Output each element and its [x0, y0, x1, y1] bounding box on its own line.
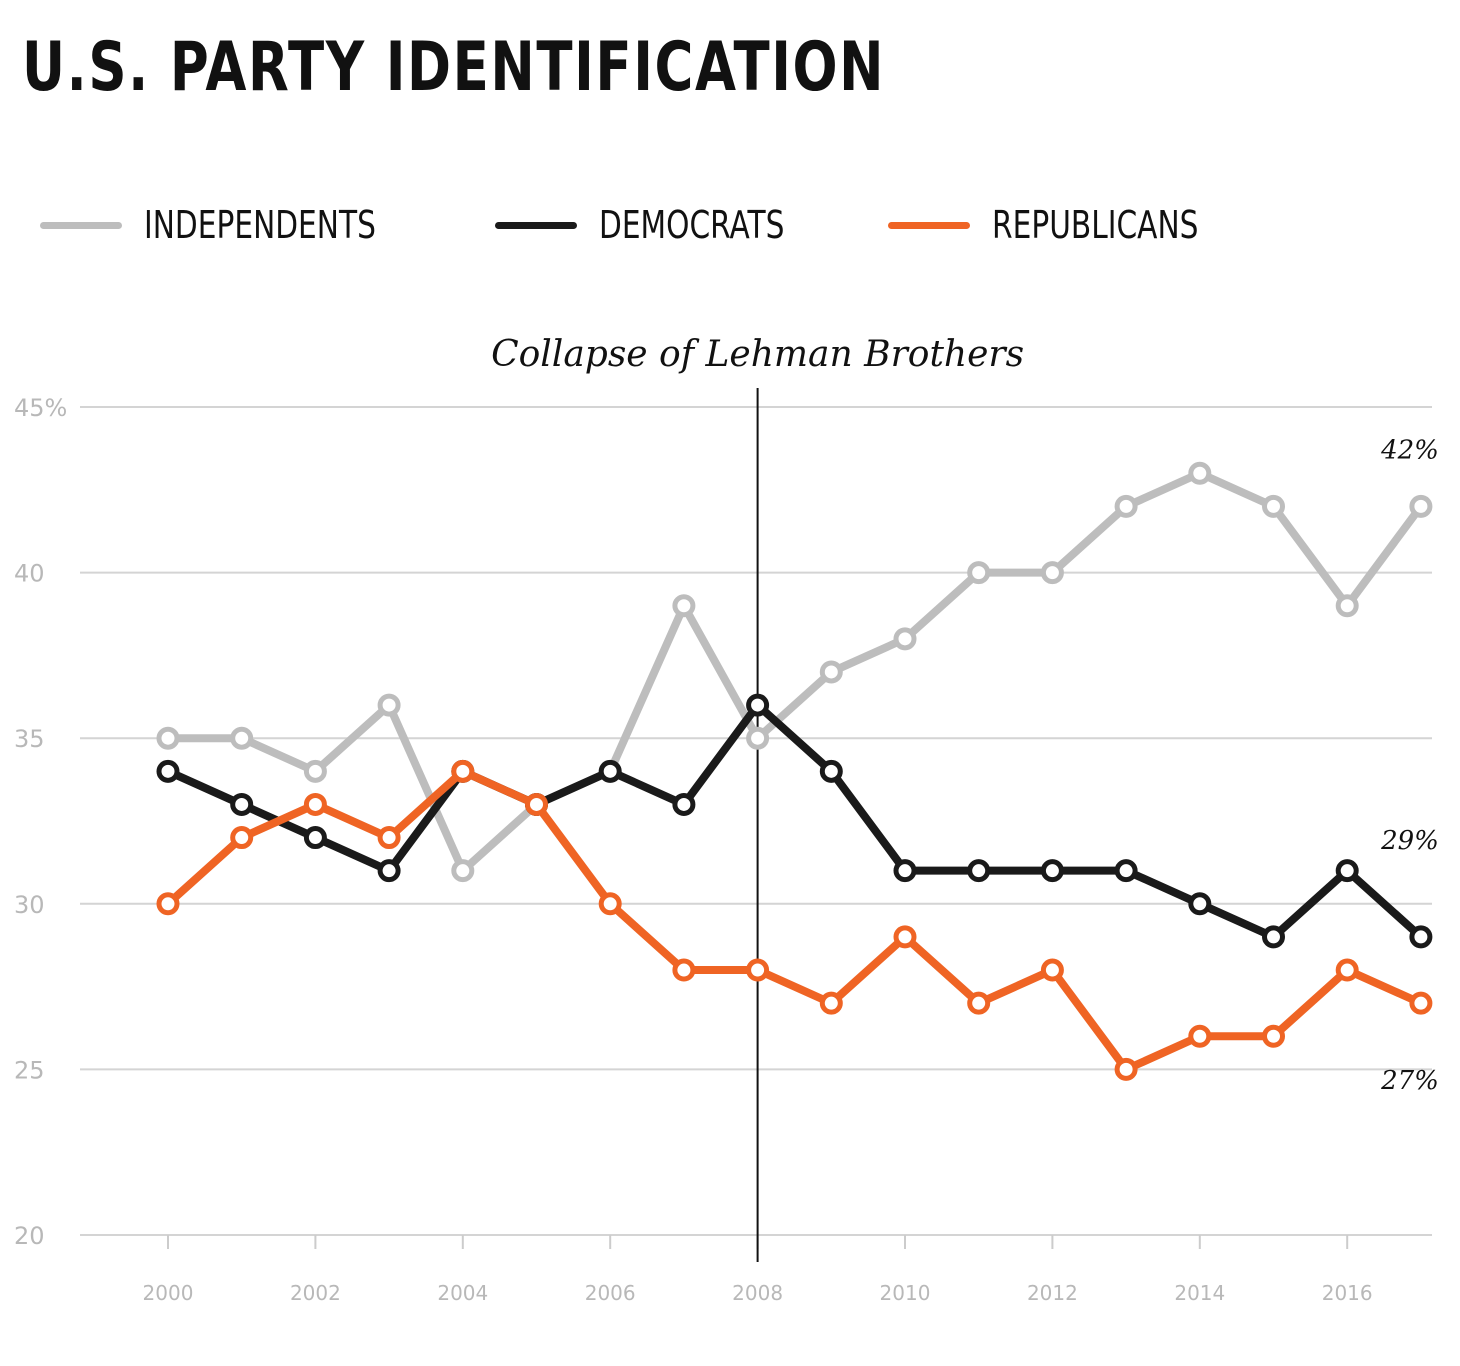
- series-line-independents: [164, 469, 1425, 875]
- series-line-republicans: [164, 767, 1425, 1074]
- legend: INDEPENDENTS DEMOCRATS REPUBLICANS: [40, 195, 1440, 255]
- data-point-republicans: [1262, 1024, 1285, 1048]
- data-point-republicans: [746, 958, 770, 982]
- x-tick-label: 2008: [732, 1281, 783, 1305]
- data-point-independents: [672, 594, 696, 618]
- x-tick-label: 2016: [1322, 1281, 1373, 1305]
- lehman-annotation: Collapse of Lehman Brothers: [491, 334, 1024, 375]
- legend-swatch-republicans: [888, 221, 970, 229]
- data-point-democrats: [598, 759, 622, 783]
- y-tick-label: 20: [14, 1222, 45, 1250]
- data-point-independents: [819, 660, 843, 684]
- data-point-independents: [377, 693, 401, 717]
- legend-swatch-democrats: [495, 221, 577, 229]
- x-tick-label: 2006: [585, 1281, 636, 1305]
- data-point-democrats: [1335, 859, 1359, 883]
- legend-label-democrats: DEMOCRATS: [599, 203, 785, 247]
- data-point-democrats: [893, 859, 917, 883]
- data-point-independents: [1040, 561, 1064, 585]
- data-point-republicans: [1040, 958, 1064, 982]
- data-point-democrats: [377, 859, 401, 883]
- end-label-independents: 42%: [1380, 435, 1439, 465]
- x-tick-label: 2012: [1027, 1281, 1078, 1305]
- legend-swatch-independents: [40, 221, 122, 229]
- data-point-independents: [451, 859, 475, 883]
- data-point-republicans: [156, 892, 180, 916]
- legend-item-democrats: DEMOCRATS: [495, 195, 837, 255]
- x-tick-label: 2002: [290, 1281, 341, 1305]
- end-label-democrats: 29%: [1380, 826, 1439, 856]
- data-point-independents: [156, 726, 180, 750]
- chart-title: U.S. PARTY IDENTIFICATION: [22, 28, 886, 107]
- y-tick-label: 30: [14, 891, 45, 919]
- y-tick-label: 40: [14, 560, 45, 588]
- data-point-democrats: [230, 792, 254, 816]
- data-point-republicans: [598, 892, 622, 916]
- data-point-democrats: [1040, 859, 1064, 883]
- data-point-democrats: [672, 792, 696, 816]
- data-point-democrats: [1409, 925, 1433, 949]
- data-point-republicans: [893, 925, 917, 949]
- legend-label-republicans: REPUBLICANS: [992, 203, 1199, 247]
- data-point-independents: [303, 759, 327, 783]
- legend-item-republicans: REPUBLICANS: [888, 195, 1257, 255]
- series-line-democrats: [164, 701, 1425, 941]
- x-tick-label: 2014: [1174, 1281, 1225, 1305]
- data-point-republicans: [672, 958, 696, 982]
- data-point-republicans: [967, 991, 991, 1015]
- data-point-republicans: [819, 991, 843, 1015]
- data-point-democrats: [1114, 859, 1138, 883]
- data-point-democrats: [819, 759, 843, 783]
- data-point-republicans: [303, 792, 327, 816]
- data-point-democrats: [1188, 892, 1212, 916]
- data-point-republicans: [1335, 958, 1359, 982]
- data-point-independents: [746, 726, 770, 750]
- data-point-democrats: [303, 826, 327, 850]
- data-point-democrats: [967, 859, 991, 883]
- data-point-republicans: [230, 826, 254, 850]
- data-point-republicans: [1114, 1057, 1138, 1081]
- data-point-democrats: [746, 693, 770, 717]
- data-point-republicans: [377, 826, 401, 850]
- data-point-independents: [967, 561, 991, 585]
- data-point-independents: [1262, 494, 1285, 518]
- data-point-republicans: [525, 792, 548, 816]
- data-point-democrats: [156, 759, 180, 783]
- end-label-republicans: 27%: [1380, 1066, 1439, 1096]
- data-point-republicans: [1188, 1024, 1212, 1048]
- data-point-independents: [230, 726, 254, 750]
- x-tick-label: 2010: [880, 1281, 931, 1305]
- data-point-independents: [1409, 494, 1433, 518]
- legend-label-independents: INDEPENDENTS: [144, 203, 376, 247]
- data-point-republicans: [1409, 991, 1433, 1015]
- data-point-independents: [1335, 594, 1359, 618]
- y-tick-label: 45%: [14, 394, 67, 422]
- y-tick-label: 25: [14, 1056, 45, 1084]
- data-point-democrats: [1262, 925, 1285, 949]
- data-point-independents: [1114, 494, 1138, 518]
- data-point-independents: [893, 627, 917, 651]
- data-point-independents: [1188, 461, 1212, 485]
- y-tick-label: 35: [14, 725, 45, 753]
- x-tick-label: 2004: [437, 1281, 488, 1305]
- data-point-republicans: [451, 759, 475, 783]
- legend-item-independents: INDEPENDENTS: [40, 195, 441, 255]
- x-tick-label: 2000: [143, 1281, 194, 1305]
